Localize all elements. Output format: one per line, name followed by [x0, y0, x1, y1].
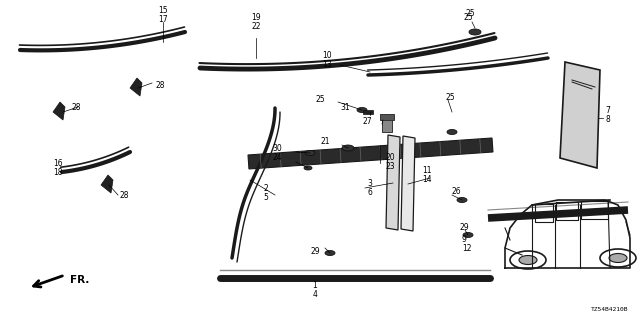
Text: 28: 28	[72, 103, 81, 113]
Text: FR.: FR.	[70, 275, 90, 285]
Circle shape	[469, 29, 481, 35]
Circle shape	[600, 249, 636, 267]
Text: 2
5: 2 5	[263, 184, 268, 202]
Text: 21: 21	[321, 138, 330, 147]
Polygon shape	[363, 110, 373, 114]
Text: 1
4: 1 4	[312, 281, 317, 299]
Text: TZ54B4210B: TZ54B4210B	[591, 307, 628, 312]
Text: 28: 28	[155, 81, 164, 90]
Text: 11
14: 11 14	[422, 166, 431, 184]
Text: 27: 27	[362, 117, 372, 126]
Polygon shape	[101, 175, 113, 193]
Circle shape	[305, 150, 315, 156]
Text: 9
12: 9 12	[462, 235, 472, 253]
Circle shape	[519, 255, 537, 265]
Circle shape	[609, 253, 627, 262]
Circle shape	[342, 145, 354, 151]
Circle shape	[457, 197, 467, 203]
Text: 25: 25	[316, 95, 325, 105]
Polygon shape	[380, 114, 394, 120]
Text: 29: 29	[460, 223, 470, 233]
Circle shape	[325, 251, 335, 255]
Polygon shape	[130, 78, 142, 96]
Text: 15
17: 15 17	[158, 6, 168, 24]
Circle shape	[357, 108, 367, 113]
Polygon shape	[382, 118, 392, 132]
Text: 16
18: 16 18	[53, 159, 63, 177]
Circle shape	[510, 251, 546, 269]
Text: 26: 26	[452, 188, 461, 196]
Text: 28: 28	[120, 191, 129, 201]
Polygon shape	[386, 135, 400, 230]
Text: 31: 31	[340, 103, 350, 113]
Text: 25: 25	[465, 10, 475, 19]
Text: 29: 29	[310, 247, 320, 257]
Polygon shape	[560, 62, 600, 168]
Text: 25: 25	[463, 13, 473, 22]
Text: 25: 25	[445, 93, 454, 102]
Text: 10
13: 10 13	[323, 51, 332, 69]
Polygon shape	[53, 102, 65, 120]
Circle shape	[447, 130, 457, 134]
Text: 3
6: 3 6	[367, 179, 372, 197]
Polygon shape	[248, 138, 493, 169]
Text: 30
24: 30 24	[272, 144, 282, 162]
Circle shape	[304, 166, 312, 170]
Polygon shape	[401, 136, 415, 231]
Text: 19
22: 19 22	[251, 13, 261, 31]
Text: 20
23: 20 23	[385, 153, 395, 171]
Circle shape	[463, 233, 473, 237]
Text: 7
8: 7 8	[605, 106, 610, 124]
